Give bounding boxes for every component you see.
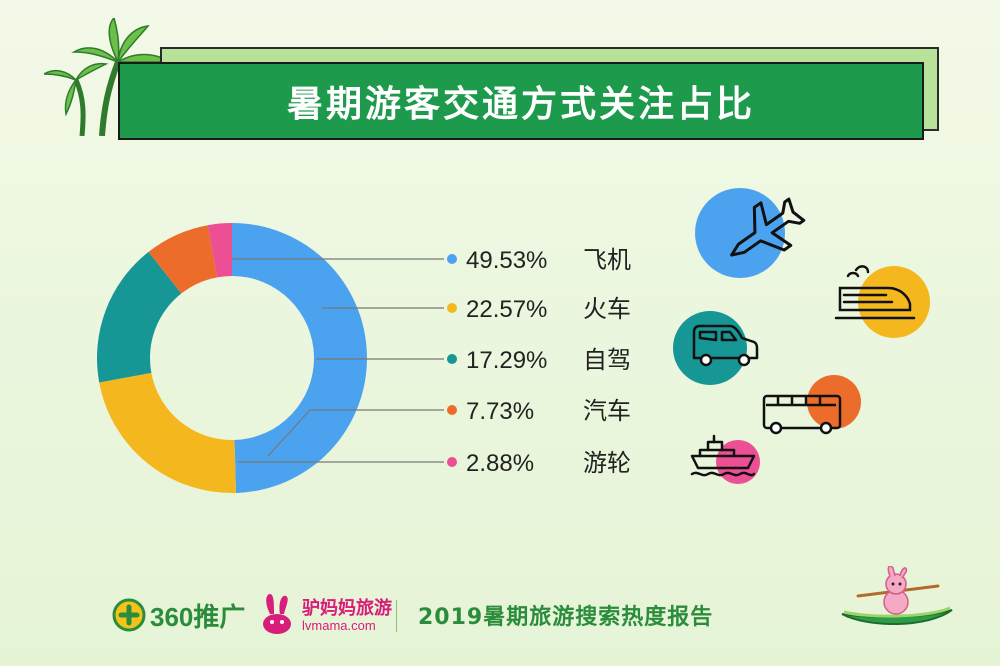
slice-value-label-5: 2.88% xyxy=(466,450,534,477)
slice-value-label-4: 7.73% xyxy=(466,398,534,425)
report-title: 2019暑期旅游搜索热度报告 xyxy=(418,605,714,630)
legend-dot-3 xyxy=(447,354,457,364)
slice-category-label-2: 火车 xyxy=(583,295,631,323)
donut-slice-4 xyxy=(148,225,218,294)
legend-dot-1 xyxy=(447,254,457,264)
slice-value-label-1: 49.53% xyxy=(466,247,547,274)
lvmama-name: 驴妈妈旅游 xyxy=(302,598,392,619)
slice-category-label-5: 游轮 xyxy=(583,449,631,477)
donut-slice-3 xyxy=(97,251,182,383)
car-icon xyxy=(673,311,759,385)
legend-dot-4 xyxy=(447,405,457,415)
slice-category-label-1: 飞机 xyxy=(583,246,631,274)
slice-value-label-3: 17.29% xyxy=(466,347,547,374)
donut-slice-2 xyxy=(99,372,236,493)
donut-slice-1 xyxy=(232,223,368,493)
donut-slice-5 xyxy=(207,223,232,278)
legend-dot-5 xyxy=(447,457,457,467)
lvmama-donkey-icon xyxy=(263,594,291,634)
ship-icon xyxy=(690,434,760,484)
lvmama-domain: lvmama.com xyxy=(302,618,376,633)
footer-divider xyxy=(396,600,397,632)
slice-category-label-3: 自驾 xyxy=(583,346,631,374)
leader-line-4 xyxy=(267,409,444,457)
kayak-rabbit-icon xyxy=(841,566,953,626)
bus-icon xyxy=(762,375,861,435)
slice-value-label-2: 22.57% xyxy=(466,296,547,323)
slice-category-label-4: 汽车 xyxy=(583,397,631,425)
page-title: 暑期游客交通方式关注占比 xyxy=(118,62,924,140)
360-logo-icon xyxy=(112,598,146,632)
airplane-icon xyxy=(695,188,806,278)
legend-dot-2 xyxy=(447,303,457,313)
brand-360: 360推广 xyxy=(150,602,246,632)
train-icon xyxy=(834,265,930,338)
